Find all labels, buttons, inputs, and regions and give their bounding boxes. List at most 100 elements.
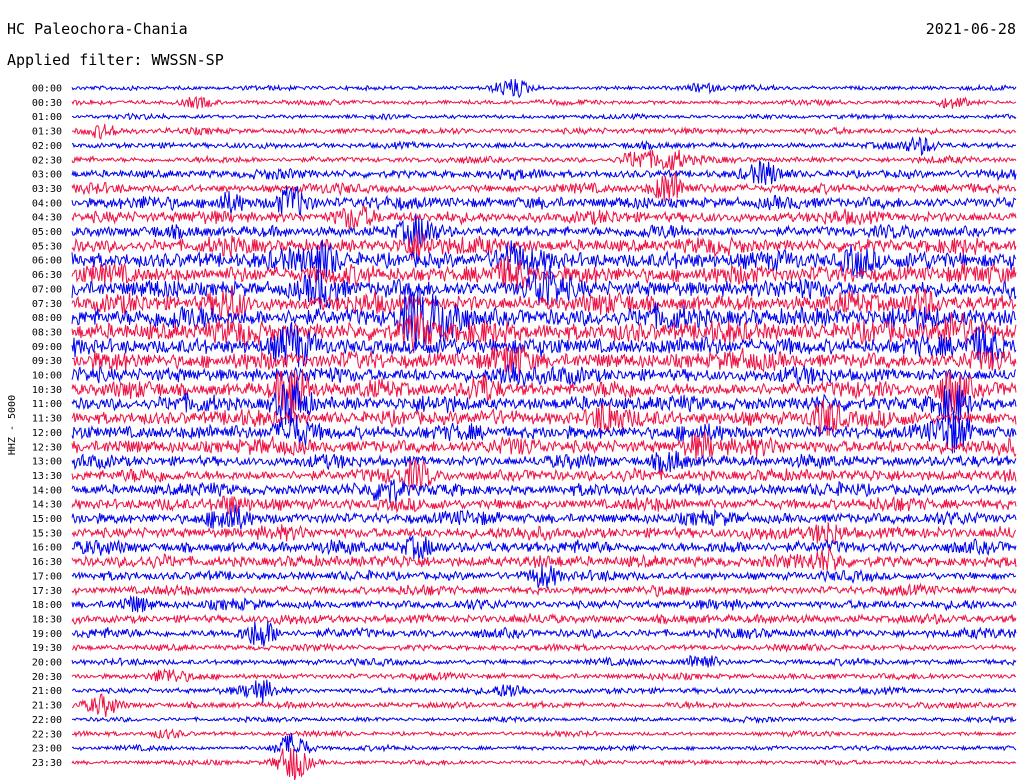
time-tick-label: 20:00: [32, 658, 62, 669]
time-tick-label: 01:00: [32, 112, 62, 123]
trace-1200: [71, 411, 1017, 454]
trace-1030: [71, 369, 1017, 419]
trace-0730: [71, 285, 1017, 321]
filter-label: Applied filter: WWSSN-SP: [7, 51, 224, 69]
time-tick-label: 15:30: [32, 528, 62, 539]
time-tick-label: 22:30: [32, 729, 62, 740]
time-tick-label: 05:30: [32, 241, 62, 252]
time-tick-label: 07:30: [32, 299, 62, 310]
time-tick-label: 00:00: [32, 84, 62, 95]
time-tick-label: 21:30: [32, 701, 62, 712]
trace-2130: [71, 693, 1017, 717]
trace-2000: [71, 654, 1017, 668]
trace-1800: [71, 595, 1017, 613]
trace-1930: [71, 642, 1017, 653]
station-title: HC Paleochora-Chania: [7, 20, 188, 38]
time-tick-label: 22:00: [32, 715, 62, 726]
trace-1430: [71, 495, 1017, 515]
time-tick-label: 02:00: [32, 141, 62, 152]
trace-1500: [71, 504, 1017, 530]
trace-1530: [71, 522, 1017, 546]
trace-0030: [71, 96, 1017, 110]
time-tick-label: 23:00: [32, 744, 62, 755]
trace-0000: [71, 78, 1017, 99]
trace-0930: [71, 344, 1017, 377]
trace-2030: [71, 667, 1017, 683]
time-tick-label: 07:00: [32, 284, 62, 295]
trace-0430: [71, 205, 1017, 230]
trace-1600: [71, 534, 1017, 560]
trace-1230: [71, 431, 1017, 461]
time-tick-label: 13:00: [32, 457, 62, 468]
time-tick-label: 09:00: [32, 342, 62, 353]
trace-2200: [71, 714, 1017, 724]
trace-0500: [71, 213, 1017, 249]
time-tick-label: 10:00: [32, 371, 62, 382]
trace-1630: [71, 547, 1017, 571]
time-tick-label: 18:00: [32, 600, 62, 611]
trace-0700: [71, 264, 1017, 310]
trace-2300: [71, 733, 1017, 754]
time-tick-label: 08:30: [32, 327, 62, 338]
time-tick-label: 17:00: [32, 571, 62, 582]
trace-1000: [71, 362, 1017, 387]
trace-0200: [71, 136, 1017, 157]
time-tick-label: 19:30: [32, 643, 62, 654]
time-tick-label: 03:00: [32, 170, 62, 181]
trace-0900: [71, 321, 1017, 368]
time-tick-label: 14:30: [32, 500, 62, 511]
trace-1700: [71, 565, 1017, 588]
trace-2330: [71, 748, 1017, 780]
time-tick-label: 16:00: [32, 543, 62, 554]
trace-2100: [71, 679, 1017, 704]
time-tick-label: 03:30: [32, 184, 62, 195]
time-tick-label: 18:30: [32, 614, 62, 625]
trace-1730: [71, 582, 1017, 598]
time-tick-label: 11:30: [32, 414, 62, 425]
time-tick-label: 02:30: [32, 155, 62, 166]
time-tick-label: 19:00: [32, 629, 62, 640]
time-tick-label: 13:30: [32, 471, 62, 482]
trace-1130: [71, 400, 1017, 436]
trace-0600: [71, 239, 1017, 279]
time-tick-label: 06:00: [32, 256, 62, 267]
trace-1300: [71, 450, 1017, 473]
trace-2230: [71, 728, 1017, 740]
time-tick-label: 20:30: [32, 672, 62, 683]
time-tick-label: 04:30: [32, 213, 62, 224]
trace-0300: [71, 159, 1017, 185]
time-tick-label: 16:30: [32, 557, 62, 568]
trace-1330: [71, 458, 1017, 491]
date-label: 2021-06-28: [925, 20, 1016, 38]
trace-0830: [71, 311, 1017, 354]
time-tick-label: 06:30: [32, 270, 62, 281]
time-tick-label: 21:00: [32, 686, 62, 697]
trace-0530: [71, 230, 1017, 262]
time-tick-label: 08:00: [32, 313, 62, 324]
time-tick-label: 12:30: [32, 442, 62, 453]
time-tick-label: 01:30: [32, 127, 62, 138]
time-tick-label: 04:00: [32, 198, 62, 209]
trace-0100: [72, 112, 1017, 121]
trace-0800: [71, 283, 1017, 349]
trace-0130: [71, 123, 1017, 140]
trace-0330: [71, 172, 1017, 202]
y-axis-label: HHZ - 5000: [7, 395, 18, 455]
trace-1100: [71, 379, 1017, 426]
time-tick-label: 17:30: [32, 586, 62, 597]
time-tick-label: 10:30: [32, 385, 62, 396]
trace-1830: [71, 612, 1017, 626]
time-tick-label: 23:30: [32, 758, 62, 769]
time-tick-label: 15:00: [32, 514, 62, 525]
trace-0400: [71, 186, 1017, 216]
trace-0230: [71, 149, 1017, 171]
time-tick-label: 11:00: [32, 399, 62, 410]
trace-1900: [71, 620, 1017, 647]
time-tick-label: 12:00: [32, 428, 62, 439]
time-tick-label: 00:30: [32, 98, 62, 109]
trace-1400: [71, 479, 1017, 503]
time-tick-label: 05:00: [32, 227, 62, 238]
time-tick-label: 14:00: [32, 485, 62, 496]
time-tick-label: 09:30: [32, 356, 62, 367]
